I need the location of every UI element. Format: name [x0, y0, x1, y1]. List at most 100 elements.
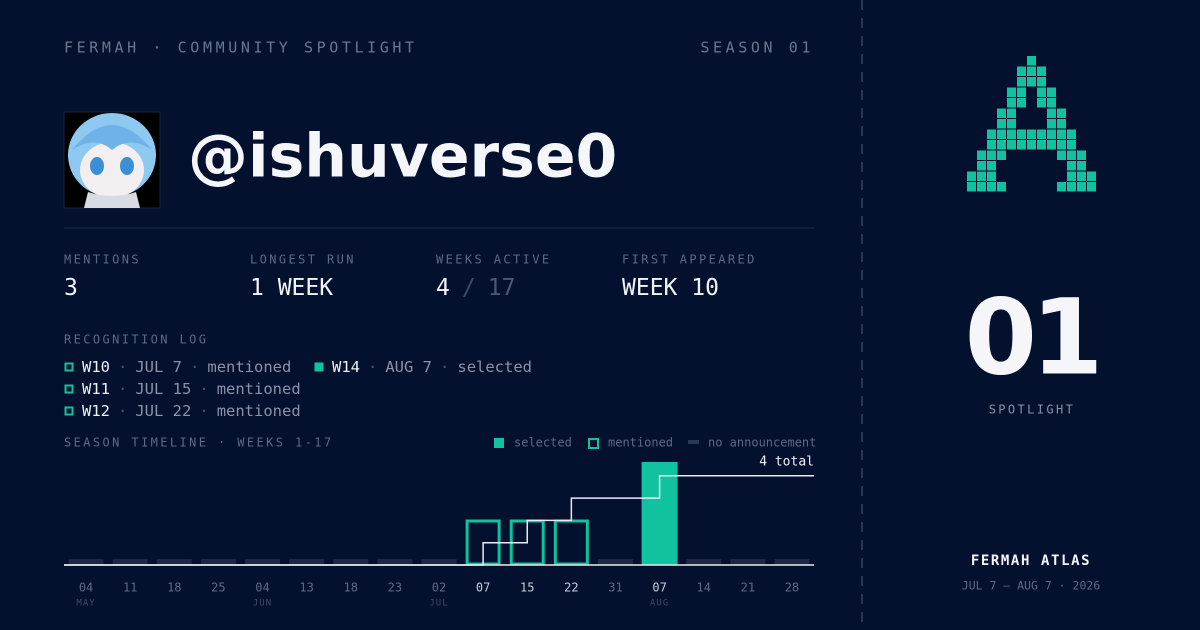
stat-value: 1 WEEK	[250, 275, 333, 301]
logo-pixel	[1037, 140, 1046, 150]
log-week: W10	[82, 358, 110, 376]
legend-label: no announcement	[708, 436, 816, 450]
log-week: W11	[82, 380, 110, 398]
x-tick-label: 18	[167, 581, 181, 595]
legend-swatch	[688, 440, 699, 444]
logo-pixel	[1017, 66, 1026, 76]
week-bar-empty	[421, 559, 457, 565]
log-status: mentioned	[207, 358, 291, 376]
logo-pixel	[1027, 77, 1036, 87]
logo-pixel	[1077, 171, 1086, 181]
logo-pixel	[1047, 140, 1056, 150]
week-bar-empty	[730, 559, 766, 565]
log-entry: W12 · JUL 22 · mentioned	[82, 402, 301, 420]
x-tick-label: 31	[608, 581, 622, 595]
week-bar-empty	[289, 559, 325, 565]
log-sep: ·	[368, 358, 377, 376]
logo-pixel	[1007, 108, 1016, 118]
brand: FERMAH · COMMUNITY SPOTLIGHT	[64, 39, 418, 57]
logo-pixel	[1067, 161, 1076, 171]
month-label: JUL	[429, 599, 448, 609]
logo-pixel	[1077, 161, 1086, 171]
logo-pixel	[987, 150, 996, 160]
week-bar-empty	[112, 559, 148, 565]
logo-pixel	[1077, 182, 1086, 192]
status-icon	[64, 406, 74, 416]
log-date: JUL 22	[135, 402, 191, 420]
total-label: 4 total	[759, 455, 814, 470]
logo-pixel	[1027, 129, 1036, 139]
log-week: W12	[82, 402, 110, 420]
cumulative-line	[64, 475, 814, 566]
logo-pixel	[1087, 182, 1096, 192]
logo-pixel	[1057, 182, 1066, 192]
season: SEASON 01	[700, 39, 814, 57]
week-bar-empty	[156, 559, 192, 565]
logo-pixel	[1037, 87, 1046, 97]
log-status: mentioned	[217, 402, 301, 420]
logo-pixel	[987, 140, 996, 150]
timeline-title: SEASON TIMELINE · WEEKS 1-17	[64, 436, 334, 450]
status-icon	[64, 384, 74, 394]
x-tick-label: 18	[344, 581, 358, 595]
x-tick-label: 07	[476, 581, 490, 595]
logo-pixel	[1047, 98, 1056, 108]
logo-pixel	[967, 171, 976, 181]
logo-pixel	[1017, 98, 1026, 108]
stat-number: 1 WEEK	[250, 275, 333, 301]
stat-label: FIRST APPEARED	[622, 253, 757, 267]
logo-pixel	[1057, 150, 1066, 160]
log-date: JUL 15	[135, 380, 191, 398]
avatar	[63, 111, 161, 209]
logo-pixel	[1007, 87, 1016, 97]
stat-value: WEEK 10	[622, 275, 719, 301]
legend-swatch	[494, 438, 504, 448]
logo-pixel	[1027, 140, 1036, 150]
logo-pixel	[987, 129, 996, 139]
logo-pixel	[997, 129, 1006, 139]
logo-pixel	[987, 171, 996, 181]
x-tick-label: 13	[299, 581, 313, 595]
legend-swatch	[588, 438, 599, 449]
logo-pixel	[1017, 87, 1026, 97]
log-sep: ·	[190, 358, 199, 376]
stat-value: 3	[64, 275, 78, 301]
week-bar-empty	[68, 559, 104, 565]
logo-pixel	[1067, 182, 1076, 192]
logo-pixel	[1007, 129, 1016, 139]
logo-pixel	[1047, 129, 1056, 139]
logo-pixel	[1007, 98, 1016, 108]
x-tick-label: 28	[785, 581, 799, 595]
logo-pixel	[977, 161, 986, 171]
log-entry: W14 · AUG 7 · selected	[332, 358, 532, 376]
handle: @ishuverse0	[188, 122, 617, 192]
logo-pixel	[1057, 129, 1066, 139]
x-tick-label: 23	[388, 581, 402, 595]
log-entry: W10 · JUL 7 · mentioned	[82, 358, 291, 376]
week-bar-empty	[245, 559, 281, 565]
week-bar-empty	[377, 559, 413, 565]
log-sep: ·	[199, 380, 208, 398]
logo-pixel	[1057, 119, 1066, 129]
logo-pixel	[997, 150, 1006, 160]
recognition-log: RECOGNITION LOG W10 · JUL 7 · mentioned W11 · JU…	[64, 333, 532, 420]
logo-pixel	[1007, 140, 1016, 150]
logo-pixel	[1067, 171, 1076, 181]
logo-pixel	[987, 161, 996, 171]
log-sep: ·	[118, 358, 127, 376]
logo-pixel	[987, 182, 996, 192]
logo	[967, 56, 1096, 192]
x-tick-label: 21	[741, 581, 755, 595]
logo-pixel	[1067, 150, 1076, 160]
log-status: mentioned	[217, 380, 301, 398]
log-sep: ·	[118, 380, 127, 398]
week-bar-empty	[200, 559, 236, 565]
logo-pixel	[997, 108, 1006, 118]
log-date: AUG 7	[385, 358, 432, 376]
logo-pixel	[977, 150, 986, 160]
logo-pixel	[967, 182, 976, 192]
season-timeline: SEASON TIMELINE · WEEKS 1-17 selected ment…	[64, 436, 816, 609]
month-label: MAY	[76, 599, 95, 609]
